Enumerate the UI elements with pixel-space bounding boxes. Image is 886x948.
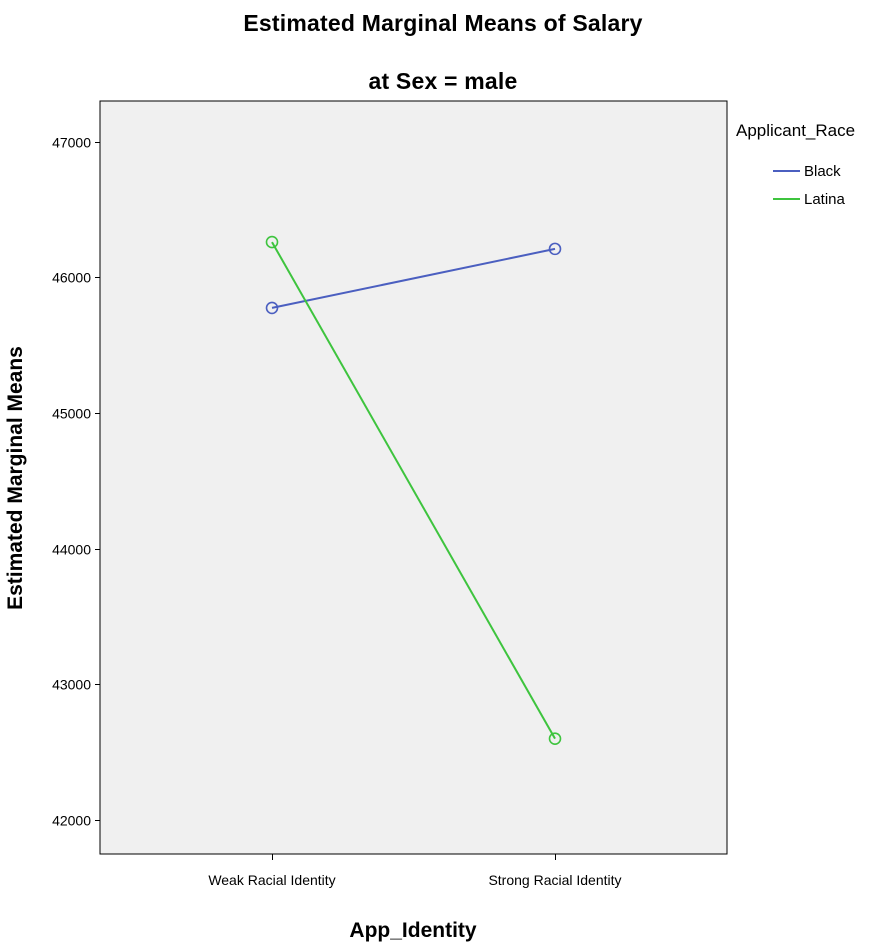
series-point-latina: [265, 235, 279, 249]
x-tick-label: Strong Racial Identity: [488, 872, 621, 888]
legend-label-latina: Latina: [804, 191, 846, 208]
x-tick-label: Weak Racial Identity: [208, 872, 335, 888]
series-line-black: [271, 247, 556, 309]
x-axis-label: App_Identity: [349, 919, 476, 942]
plot-area: [99, 100, 728, 855]
series-line-latina: [271, 241, 556, 740]
legend-label-black: Black: [804, 163, 841, 180]
series-point-black: [265, 301, 279, 315]
y-tick-label: 43000: [52, 677, 91, 693]
legend-title: Applicant_Race: [736, 121, 855, 140]
series-point-black: [548, 242, 562, 256]
y-tick-label: 44000: [52, 542, 91, 558]
y-tick-label: 42000: [52, 813, 91, 829]
y-axis-label: Estimated Marginal Means: [4, 346, 27, 610]
y-tick-label: 45000: [52, 406, 91, 422]
y-tick-label: 46000: [52, 270, 91, 286]
chart-subtitle: at Sex = male: [368, 68, 518, 94]
chart-title: Estimated Marginal Means of Salary: [243, 10, 643, 36]
y-tick-label: 47000: [52, 135, 91, 151]
series-point-latina: [548, 732, 562, 745]
